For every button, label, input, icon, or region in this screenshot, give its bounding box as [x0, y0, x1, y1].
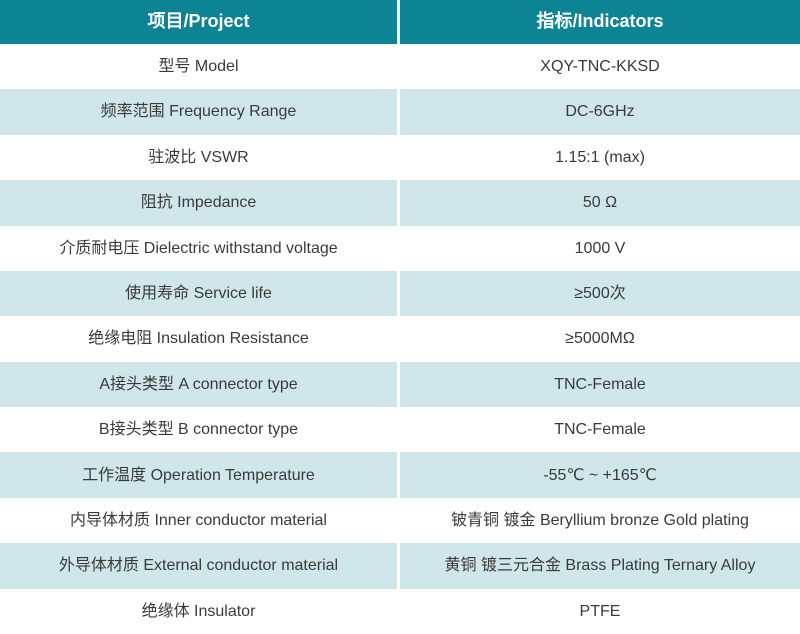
indicator-cell: DC-6GHz — [400, 89, 800, 135]
project-cell: 使用寿命 Service life — [0, 270, 400, 317]
table-row: 驻波比 VSWR 1.15:1 (max) — [0, 134, 800, 181]
project-cell: 工作温度 Operation Temperature — [0, 452, 400, 498]
project-cell: 绝缘体 Insulator — [0, 588, 400, 634]
table-row: B接头类型 B connector type TNC-Female — [0, 407, 800, 453]
indicator-cell: 50 Ω — [400, 180, 800, 226]
table-row: 频率范围 Frequency Range DC-6GHz — [0, 89, 800, 135]
indicator-cell: 黄铜 镀三元合金 Brass Plating Ternary Alloy — [400, 543, 800, 589]
indicator-cell: 1.15:1 (max) — [400, 134, 800, 181]
indicator-cell: ≥500次 — [400, 270, 800, 317]
table-row: 使用寿命 Service life ≥500次 — [0, 270, 800, 317]
table-row: 型号 Model XQY-TNC-KKSD — [0, 44, 800, 90]
table-row: 绝缘体 Insulator PTFE — [0, 588, 800, 634]
project-cell: B接头类型 B connector type — [0, 407, 400, 453]
project-cell: 阻抗 Impedance — [0, 180, 400, 226]
indicator-cell: TNC-Female — [400, 407, 800, 453]
table-row: 内导体材质 Inner conductor material 铍青铜 镀金 Be… — [0, 497, 800, 544]
project-cell: A接头类型 A connector type — [0, 361, 400, 408]
indicator-cell: XQY-TNC-KKSD — [400, 44, 800, 90]
table-row: 工作温度 Operation Temperature -55℃ ~ +165℃ — [0, 452, 800, 498]
table-row: A接头类型 A connector type TNC-Female — [0, 361, 800, 408]
header-cell-indicators: 指标/Indicators — [400, 0, 800, 44]
project-cell: 绝缘电阻 Insulation Resistance — [0, 316, 400, 362]
indicator-cell: 1000 V — [400, 225, 800, 271]
table-row: 绝缘电阻 Insulation Resistance ≥5000MΩ — [0, 316, 800, 362]
indicator-cell: TNC-Female — [400, 361, 800, 408]
table-row: 阻抗 Impedance 50 Ω — [0, 180, 800, 226]
indicator-cell: PTFE — [400, 588, 800, 634]
header-cell-project: 项目/Project — [0, 0, 400, 44]
indicator-cell: 铍青铜 镀金 Beryllium bronze Gold plating — [400, 497, 800, 544]
table-row: 介质耐电压 Dielectric withstand voltage 1000 … — [0, 225, 800, 271]
project-cell: 内导体材质 Inner conductor material — [0, 497, 400, 544]
table-row: 外导体材质 External conductor material 黄铜 镀三元… — [0, 543, 800, 589]
indicator-cell: -55℃ ~ +165℃ — [400, 452, 800, 498]
project-cell: 外导体材质 External conductor material — [0, 543, 400, 589]
project-cell: 介质耐电压 Dielectric withstand voltage — [0, 225, 400, 271]
table-header-row: 项目/Project 指标/Indicators — [0, 0, 800, 44]
project-cell: 驻波比 VSWR — [0, 134, 400, 181]
project-cell: 型号 Model — [0, 44, 400, 90]
indicator-cell: ≥5000MΩ — [400, 316, 800, 362]
project-cell: 频率范围 Frequency Range — [0, 89, 400, 135]
